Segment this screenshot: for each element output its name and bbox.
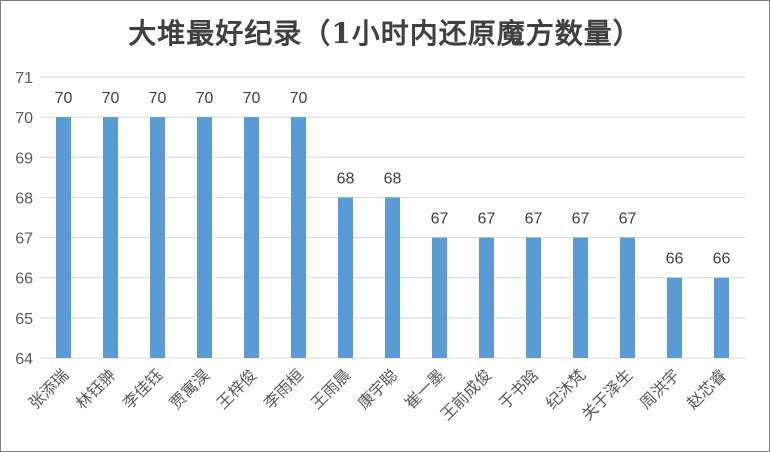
data-label: 66 <box>713 251 731 268</box>
x-tick-label: 赵芯睿 <box>684 366 731 413</box>
y-tick-label: 66 <box>15 271 33 288</box>
data-label: 68 <box>337 170 355 187</box>
bar <box>244 117 259 359</box>
bar <box>620 237 635 358</box>
x-tick-label: 张添瑞 <box>26 366 73 413</box>
data-label: 67 <box>572 211 590 228</box>
x-tick-label: 李佳钰 <box>120 366 167 413</box>
x-tick-label: 李雨桓 <box>261 366 308 413</box>
bar <box>56 117 71 359</box>
x-tick-label: 王雨晨 <box>308 367 354 413</box>
y-tick-label: 68 <box>15 190 33 207</box>
data-label: 70 <box>149 90 167 107</box>
data-label: 70 <box>196 90 214 107</box>
bar <box>103 117 118 359</box>
bar <box>338 197 353 358</box>
bar <box>150 117 165 359</box>
y-tick-label: 65 <box>15 311 33 328</box>
bar <box>432 237 447 358</box>
data-label: 70 <box>102 90 120 107</box>
y-axis-tick-labels: 64 65 66 67 68 69 70 71 <box>15 70 33 368</box>
x-tick-label: 王梓俊 <box>214 366 261 413</box>
x-tick-label: 王前成俊 <box>437 366 495 424</box>
data-label: 70 <box>55 90 73 107</box>
y-tick-label: 70 <box>15 110 33 127</box>
x-tick-label: 纪沐梵 <box>543 366 590 413</box>
data-label: 66 <box>666 251 684 268</box>
bar <box>526 237 541 358</box>
data-label: 67 <box>619 211 637 228</box>
bar <box>385 197 400 358</box>
bar <box>714 277 729 358</box>
x-tick-label: 于书晗 <box>496 366 543 413</box>
bar <box>291 117 306 359</box>
x-tick-label: 林钰翀 <box>73 366 120 413</box>
x-tick-label: 康宇聪 <box>355 366 402 413</box>
data-label: 70 <box>290 90 308 107</box>
data-label: 67 <box>478 211 496 228</box>
bar <box>573 237 588 358</box>
bar <box>667 277 682 358</box>
data-labels: 70 70 70 70 70 70 68 68 67 67 67 67 67 66 66 <box>55 90 731 268</box>
data-label: 67 <box>431 211 449 228</box>
x-tick-label: 关于泽生 <box>578 366 636 424</box>
bar <box>197 117 212 359</box>
data-label: 70 <box>243 90 261 107</box>
data-label: 67 <box>525 211 543 228</box>
x-tick-label: 崔一墨 <box>402 366 449 413</box>
y-tick-label: 67 <box>15 231 33 248</box>
y-tick-label: 71 <box>15 70 33 87</box>
y-tick-label: 69 <box>15 150 33 167</box>
data-label: 68 <box>384 170 402 187</box>
chart-title: 大堆最好纪录（1小时内还原魔方数量） <box>128 17 642 50</box>
x-tick-label: 周洪宇 <box>637 366 684 413</box>
bar <box>479 237 494 358</box>
x-tick-label: 贾寓淏 <box>167 366 214 413</box>
y-tick-label: 64 <box>15 351 33 368</box>
bars <box>56 117 729 359</box>
